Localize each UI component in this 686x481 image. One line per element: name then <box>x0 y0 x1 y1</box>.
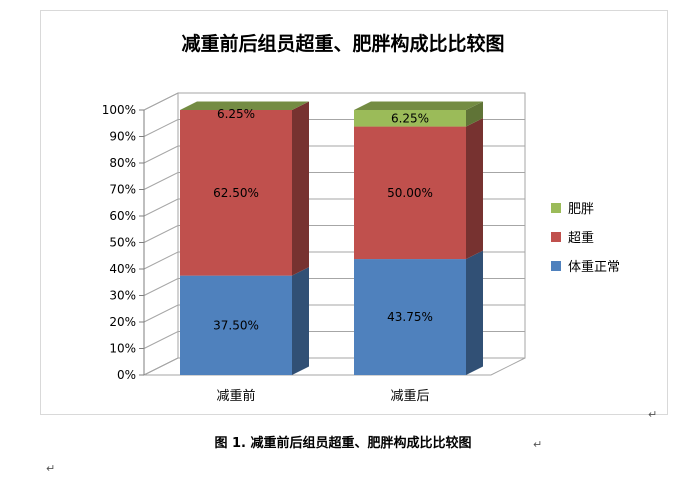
x-tick-label: 减重前 <box>216 388 255 404</box>
bar-top <box>180 101 309 110</box>
bar-segment <box>354 110 466 127</box>
data-label: 62.50% <box>213 186 259 200</box>
gridline <box>143 92 525 111</box>
bar-side <box>466 250 483 375</box>
legend-swatch <box>551 261 561 271</box>
y-tick-label: 90% <box>109 130 136 144</box>
bar-segment <box>354 126 466 260</box>
bar-side <box>292 101 309 276</box>
data-label: 43.75% <box>387 310 433 324</box>
legend-swatch <box>551 203 561 213</box>
bar-segment <box>180 275 292 375</box>
y-tick-label: 10% <box>109 342 136 356</box>
bar-segment <box>180 110 292 276</box>
bar-top <box>354 101 483 110</box>
data-label: 37.50% <box>213 318 259 332</box>
y-tick-label: 50% <box>109 236 136 250</box>
data-label: 50.00% <box>387 186 433 200</box>
data-label: 6.25% <box>217 107 255 121</box>
y-tick-label: 60% <box>109 209 136 223</box>
figure-caption: 图 1. 减重前后组员超重、肥胖构成比比较图 <box>214 436 472 451</box>
y-tick-label: 0% <box>117 368 136 382</box>
bar-side <box>292 267 309 375</box>
bar-side <box>466 101 483 127</box>
paragraph-mark-icon: ↵ <box>648 408 658 421</box>
legend-label: 肥胖 <box>568 202 594 217</box>
bar-side <box>466 118 483 260</box>
legend-label: 体重正常 <box>568 259 620 275</box>
chart-title: 减重前后组员超重、肥胖构成比比较图 <box>181 32 504 55</box>
plot-area: 0% 10% 20% 30% 40% 50% 60% 70% 80% 90% 100% 37.50% 6… <box>102 92 526 404</box>
paragraph-mark-icon: ↵ <box>46 462 56 475</box>
y-tick-label: 80% <box>109 156 136 170</box>
paragraph-mark-icon: ↵ <box>533 438 543 451</box>
y-tick-label: 30% <box>109 289 136 303</box>
legend-swatch <box>551 232 561 242</box>
chart-area <box>40 10 668 415</box>
x-tick-label: 减重后 <box>390 388 429 404</box>
legend-label: 超重 <box>568 230 594 246</box>
y-tick-label: 70% <box>109 183 136 197</box>
y-tick-label: 40% <box>109 262 136 276</box>
bar-segment <box>354 259 466 375</box>
y-tick-label: 20% <box>109 315 136 329</box>
data-label: 6.25% <box>391 111 429 125</box>
y-tick-label: 100% <box>102 103 136 117</box>
